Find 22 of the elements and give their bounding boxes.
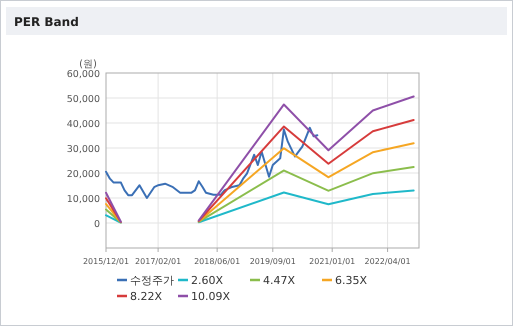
line-series — [105, 126, 318, 199]
legend-label: 8.22X — [130, 290, 162, 303]
x-tick-label: 2017/02/01 — [135, 257, 182, 266]
chart-title: PER Band — [14, 15, 79, 29]
x-tick-label: 2019/09/01 — [250, 257, 296, 266]
x-tick-label: 2018/06/01 — [194, 257, 240, 266]
y-tick-label: 10,000 — [66, 194, 100, 205]
y-tick-label: 50,000 — [66, 94, 100, 105]
legend-label: 6.35X — [335, 274, 368, 287]
x-tick-label: 2022/04/01 — [364, 257, 411, 266]
x-tick-label: 2021/01/01 — [309, 257, 356, 266]
y-tick-label: 20,000 — [66, 169, 100, 180]
x-tick-label: 2015/12/01 — [82, 257, 130, 266]
y-tick-label: 60,000 — [66, 69, 100, 80]
legend-label: 수정주가 — [130, 274, 174, 287]
y-tick-label: 40,000 — [66, 119, 100, 130]
legend-label: 2.60X — [191, 274, 224, 287]
legend-label: 4.47X — [263, 274, 296, 287]
y-axis-title: (원) — [79, 59, 97, 70]
y-tick-label: 30,000 — [66, 144, 100, 155]
legend-label: 10.09X — [191, 290, 230, 303]
y-tick-label: 0 — [94, 219, 100, 230]
